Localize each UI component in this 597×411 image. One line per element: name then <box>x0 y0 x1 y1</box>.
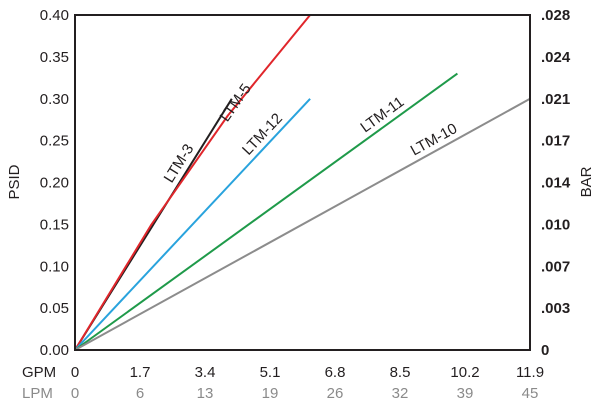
x-row-label-lpm: LPM <box>22 385 53 402</box>
x-tick-gpm: 11.9 <box>516 364 544 381</box>
x-tick-lpm: 32 <box>392 385 409 402</box>
x-tick-gpm: 10.2 <box>450 364 479 381</box>
series-line-ltm-11 <box>75 74 457 350</box>
series-line-ltm-12 <box>75 99 310 350</box>
y-tick-right: .028 <box>541 7 570 24</box>
x-row-label-gpm: GPM <box>22 364 56 381</box>
series-label-ltm-12: LTM-12 <box>239 110 286 159</box>
x-tick-lpm: 13 <box>197 385 214 402</box>
y-tick-right: 0 <box>541 342 549 359</box>
y-tick-right: .021 <box>541 91 570 108</box>
series-line-ltm-10 <box>75 99 530 350</box>
y-tick-right: .010 <box>541 216 570 233</box>
y-tick-left: 0.20 <box>40 175 69 192</box>
series-label-ltm-10: LTM-10 <box>408 120 460 159</box>
y-axis-title-right: BAR <box>578 166 595 197</box>
y-tick-left: 0.30 <box>40 91 69 108</box>
y-tick-left: 0.00 <box>40 342 69 359</box>
x-tick-gpm: 3.4 <box>195 364 216 381</box>
x-tick-gpm: 0 <box>71 364 79 381</box>
series-layer <box>75 15 530 350</box>
x-tick-lpm: 45 <box>522 385 539 402</box>
x-tick-labels: 0 0 1.7 6 3.4 13 5.1 19 6.8 26 8.5 32 10.2 39 11.9 45 <box>71 364 544 402</box>
x-tick-gpm: 8.5 <box>390 364 411 381</box>
y-tick-left: 0.25 <box>40 133 69 150</box>
x-tick-gpm: 5.1 <box>260 364 281 381</box>
y-tick-left: 0.05 <box>40 300 69 317</box>
x-tick-lpm: 0 <box>71 385 79 402</box>
y-tick-right: .007 <box>541 258 570 275</box>
y-tick-left: 0.40 <box>40 7 69 24</box>
series-line-ltm-5 <box>75 15 310 350</box>
y-tick-left: 0.10 <box>40 258 69 275</box>
y-tick-right: .017 <box>541 133 570 150</box>
x-tick-lpm: 6 <box>136 385 144 402</box>
x-tick-gpm: 1.7 <box>130 364 151 381</box>
y-axis-title-left: PSID <box>6 164 23 199</box>
x-tick-gpm: 6.8 <box>325 364 346 381</box>
y-tick-left: 0.35 <box>40 49 69 66</box>
left-tick-labels: 0.00 0.05 0.10 0.15 0.20 0.25 0.30 0.35 0.40 <box>40 7 69 359</box>
y-tick-left: 0.15 <box>40 216 69 233</box>
y-tick-right: .014 <box>541 175 571 192</box>
x-tick-lpm: 19 <box>262 385 279 402</box>
x-tick-lpm: 26 <box>327 385 344 402</box>
right-tick-labels: 0 .003 .007 .010 .014 .017 .021 .024 .028 <box>541 7 571 359</box>
y-tick-right: .024 <box>541 49 571 66</box>
x-tick-lpm: 39 <box>457 385 474 402</box>
y-tick-right: .003 <box>541 300 570 317</box>
series-label-ltm-5: LTM-5 <box>217 81 255 125</box>
